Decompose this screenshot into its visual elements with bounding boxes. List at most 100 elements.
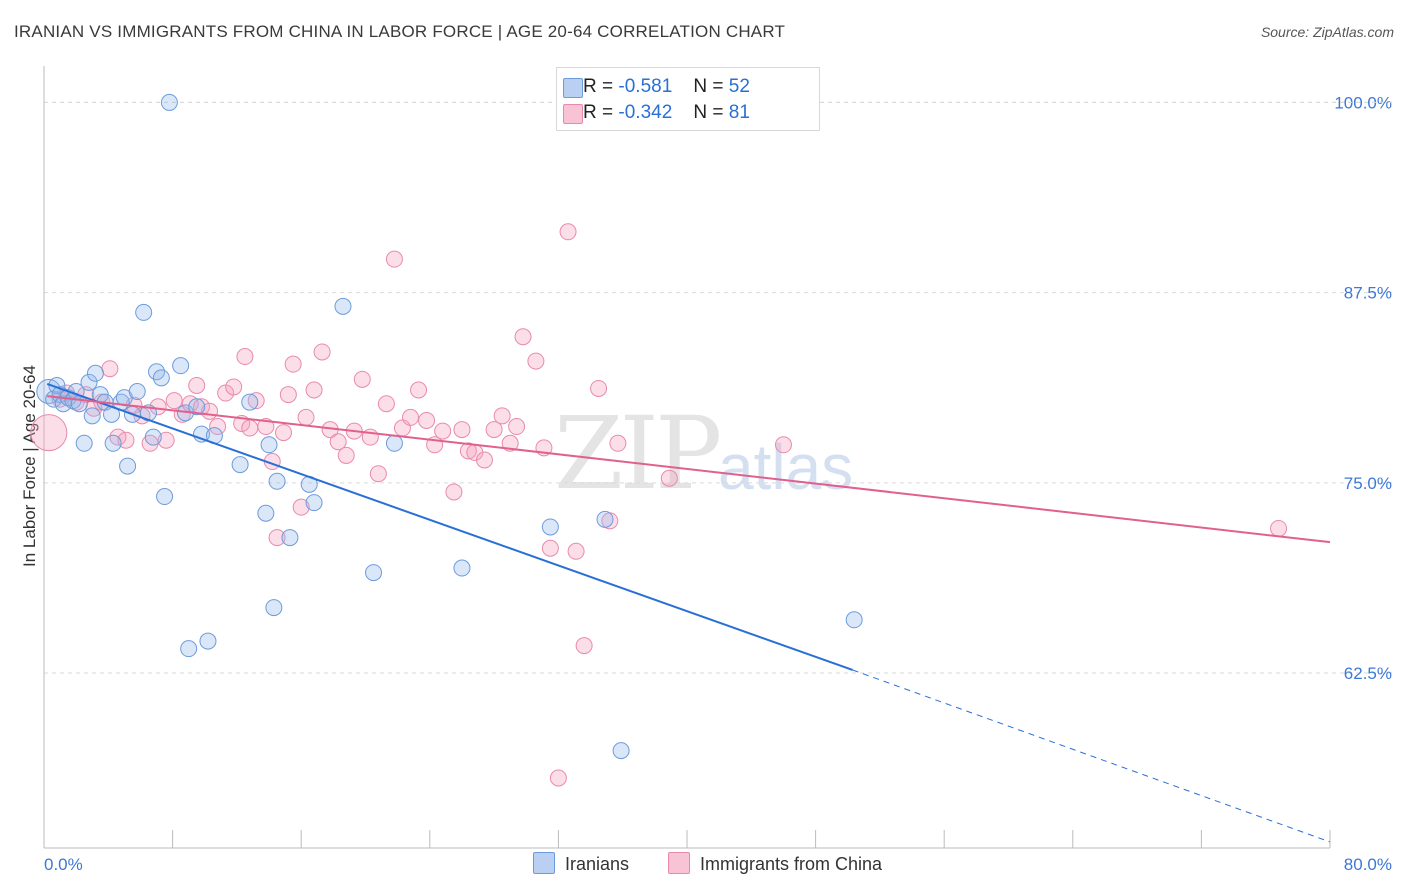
china-point bbox=[165, 392, 183, 410]
iranians-point bbox=[199, 632, 217, 650]
iranians-point bbox=[845, 611, 863, 629]
china-point bbox=[609, 434, 627, 452]
china-point bbox=[445, 483, 463, 501]
iranians-legend-label: Iranians bbox=[565, 854, 630, 874]
china-legend-label: Immigrants from China bbox=[700, 854, 883, 874]
china-point bbox=[508, 418, 526, 436]
legend-r-label: R = bbox=[583, 76, 614, 97]
china-point bbox=[337, 446, 355, 464]
source-label: Source: ZipAtlas.com bbox=[1260, 24, 1394, 40]
china-point bbox=[268, 529, 286, 547]
china-point bbox=[297, 408, 315, 426]
china-point bbox=[329, 433, 347, 451]
china-point bbox=[353, 370, 371, 388]
y-tick-label: 62.5% bbox=[1344, 664, 1392, 683]
iranians-swatch bbox=[563, 78, 583, 98]
china-point bbox=[279, 386, 297, 404]
bottom-legend-iranians: Iranians bbox=[533, 852, 629, 875]
china-point bbox=[292, 498, 310, 516]
legend-row-china: R = -0.342 N = 81 bbox=[563, 102, 750, 126]
iranians-trend-line bbox=[46, 382, 853, 671]
iranians-point bbox=[86, 364, 104, 382]
china-point bbox=[493, 407, 511, 425]
legend-row-iranians: R = -0.581 N = 52 bbox=[563, 76, 750, 100]
china-point bbox=[284, 355, 302, 373]
china-point bbox=[241, 419, 259, 437]
iranians-point bbox=[231, 456, 249, 474]
iranians-point bbox=[188, 398, 206, 416]
iranians-point bbox=[281, 529, 299, 547]
china-point bbox=[1270, 519, 1288, 537]
watermark-atlas: atlas bbox=[718, 431, 854, 503]
china-r-value: -0.342 bbox=[618, 102, 673, 123]
china-point bbox=[193, 398, 211, 416]
china-point bbox=[410, 381, 428, 399]
iranians-point bbox=[334, 297, 352, 315]
legend-n-label: N = bbox=[693, 76, 724, 97]
iranians-point bbox=[305, 494, 323, 512]
china-point bbox=[225, 378, 243, 396]
china-point bbox=[575, 637, 593, 655]
china-point bbox=[402, 408, 420, 426]
iranians-point bbox=[265, 599, 283, 617]
bottom-legend-china: Immigrants from China bbox=[668, 852, 882, 875]
iranians-point bbox=[156, 488, 174, 506]
y-tick-label: 87.5% bbox=[1344, 284, 1392, 303]
china-point bbox=[541, 539, 559, 557]
china-point bbox=[369, 465, 387, 483]
china-point bbox=[236, 348, 254, 366]
x-tick-label-max: 80.0% bbox=[1344, 855, 1392, 874]
iranians-point bbox=[180, 640, 198, 658]
iranians-point bbox=[268, 472, 286, 490]
iranians-point bbox=[128, 383, 146, 401]
china-point bbox=[475, 451, 493, 469]
iranians-trend-extension bbox=[852, 669, 1331, 843]
iranians-point bbox=[80, 373, 98, 391]
china-point bbox=[485, 421, 503, 439]
iranians-point bbox=[152, 369, 170, 387]
china-point bbox=[559, 223, 577, 241]
china-point bbox=[257, 418, 275, 436]
iranians-point bbox=[260, 436, 278, 454]
china-point bbox=[188, 376, 206, 394]
china-swatch bbox=[563, 104, 583, 124]
stats-legend: R = -0.581 N = 52 R = -0.342 N = 81 bbox=[556, 67, 820, 131]
iranians-point bbox=[365, 564, 383, 582]
iranians-point bbox=[160, 93, 178, 111]
china-point bbox=[101, 360, 119, 378]
china-point bbox=[567, 542, 585, 560]
legend-r-label: R = bbox=[583, 102, 614, 123]
iranians-point bbox=[144, 428, 162, 446]
china-point bbox=[549, 769, 567, 787]
china-point bbox=[117, 431, 135, 449]
iranians-point bbox=[172, 357, 190, 375]
iranians-point bbox=[612, 742, 630, 760]
iranians-point bbox=[241, 393, 259, 411]
y-tick-label: 100.0% bbox=[1334, 93, 1392, 112]
china-point bbox=[459, 442, 477, 460]
china-point bbox=[590, 379, 608, 397]
iranians-point bbox=[541, 518, 559, 536]
iranians-n-value: 52 bbox=[728, 76, 750, 97]
iranians-point bbox=[75, 434, 93, 452]
china-point bbox=[30, 414, 68, 452]
iranians-point bbox=[104, 434, 122, 452]
china-point bbox=[157, 431, 175, 449]
china-point bbox=[275, 424, 293, 442]
x-tick-label-min: 0.0% bbox=[44, 855, 83, 874]
china-point bbox=[527, 352, 545, 370]
china-point bbox=[305, 381, 323, 399]
iranians-point bbox=[119, 457, 137, 475]
legend-n-label: N = bbox=[693, 102, 724, 123]
china-point bbox=[313, 343, 331, 361]
china-legend-swatch bbox=[668, 852, 690, 874]
china-point bbox=[501, 434, 519, 452]
china-point bbox=[247, 392, 265, 410]
chart-title: IRANIAN VS IMMIGRANTS FROM CHINA IN LABO… bbox=[14, 22, 786, 41]
iranians-point bbox=[135, 303, 153, 321]
iranians-point bbox=[453, 559, 471, 577]
china-point bbox=[774, 436, 792, 454]
china-point bbox=[660, 469, 678, 487]
china-n-value: 81 bbox=[728, 102, 750, 123]
iranians-point bbox=[257, 504, 275, 522]
